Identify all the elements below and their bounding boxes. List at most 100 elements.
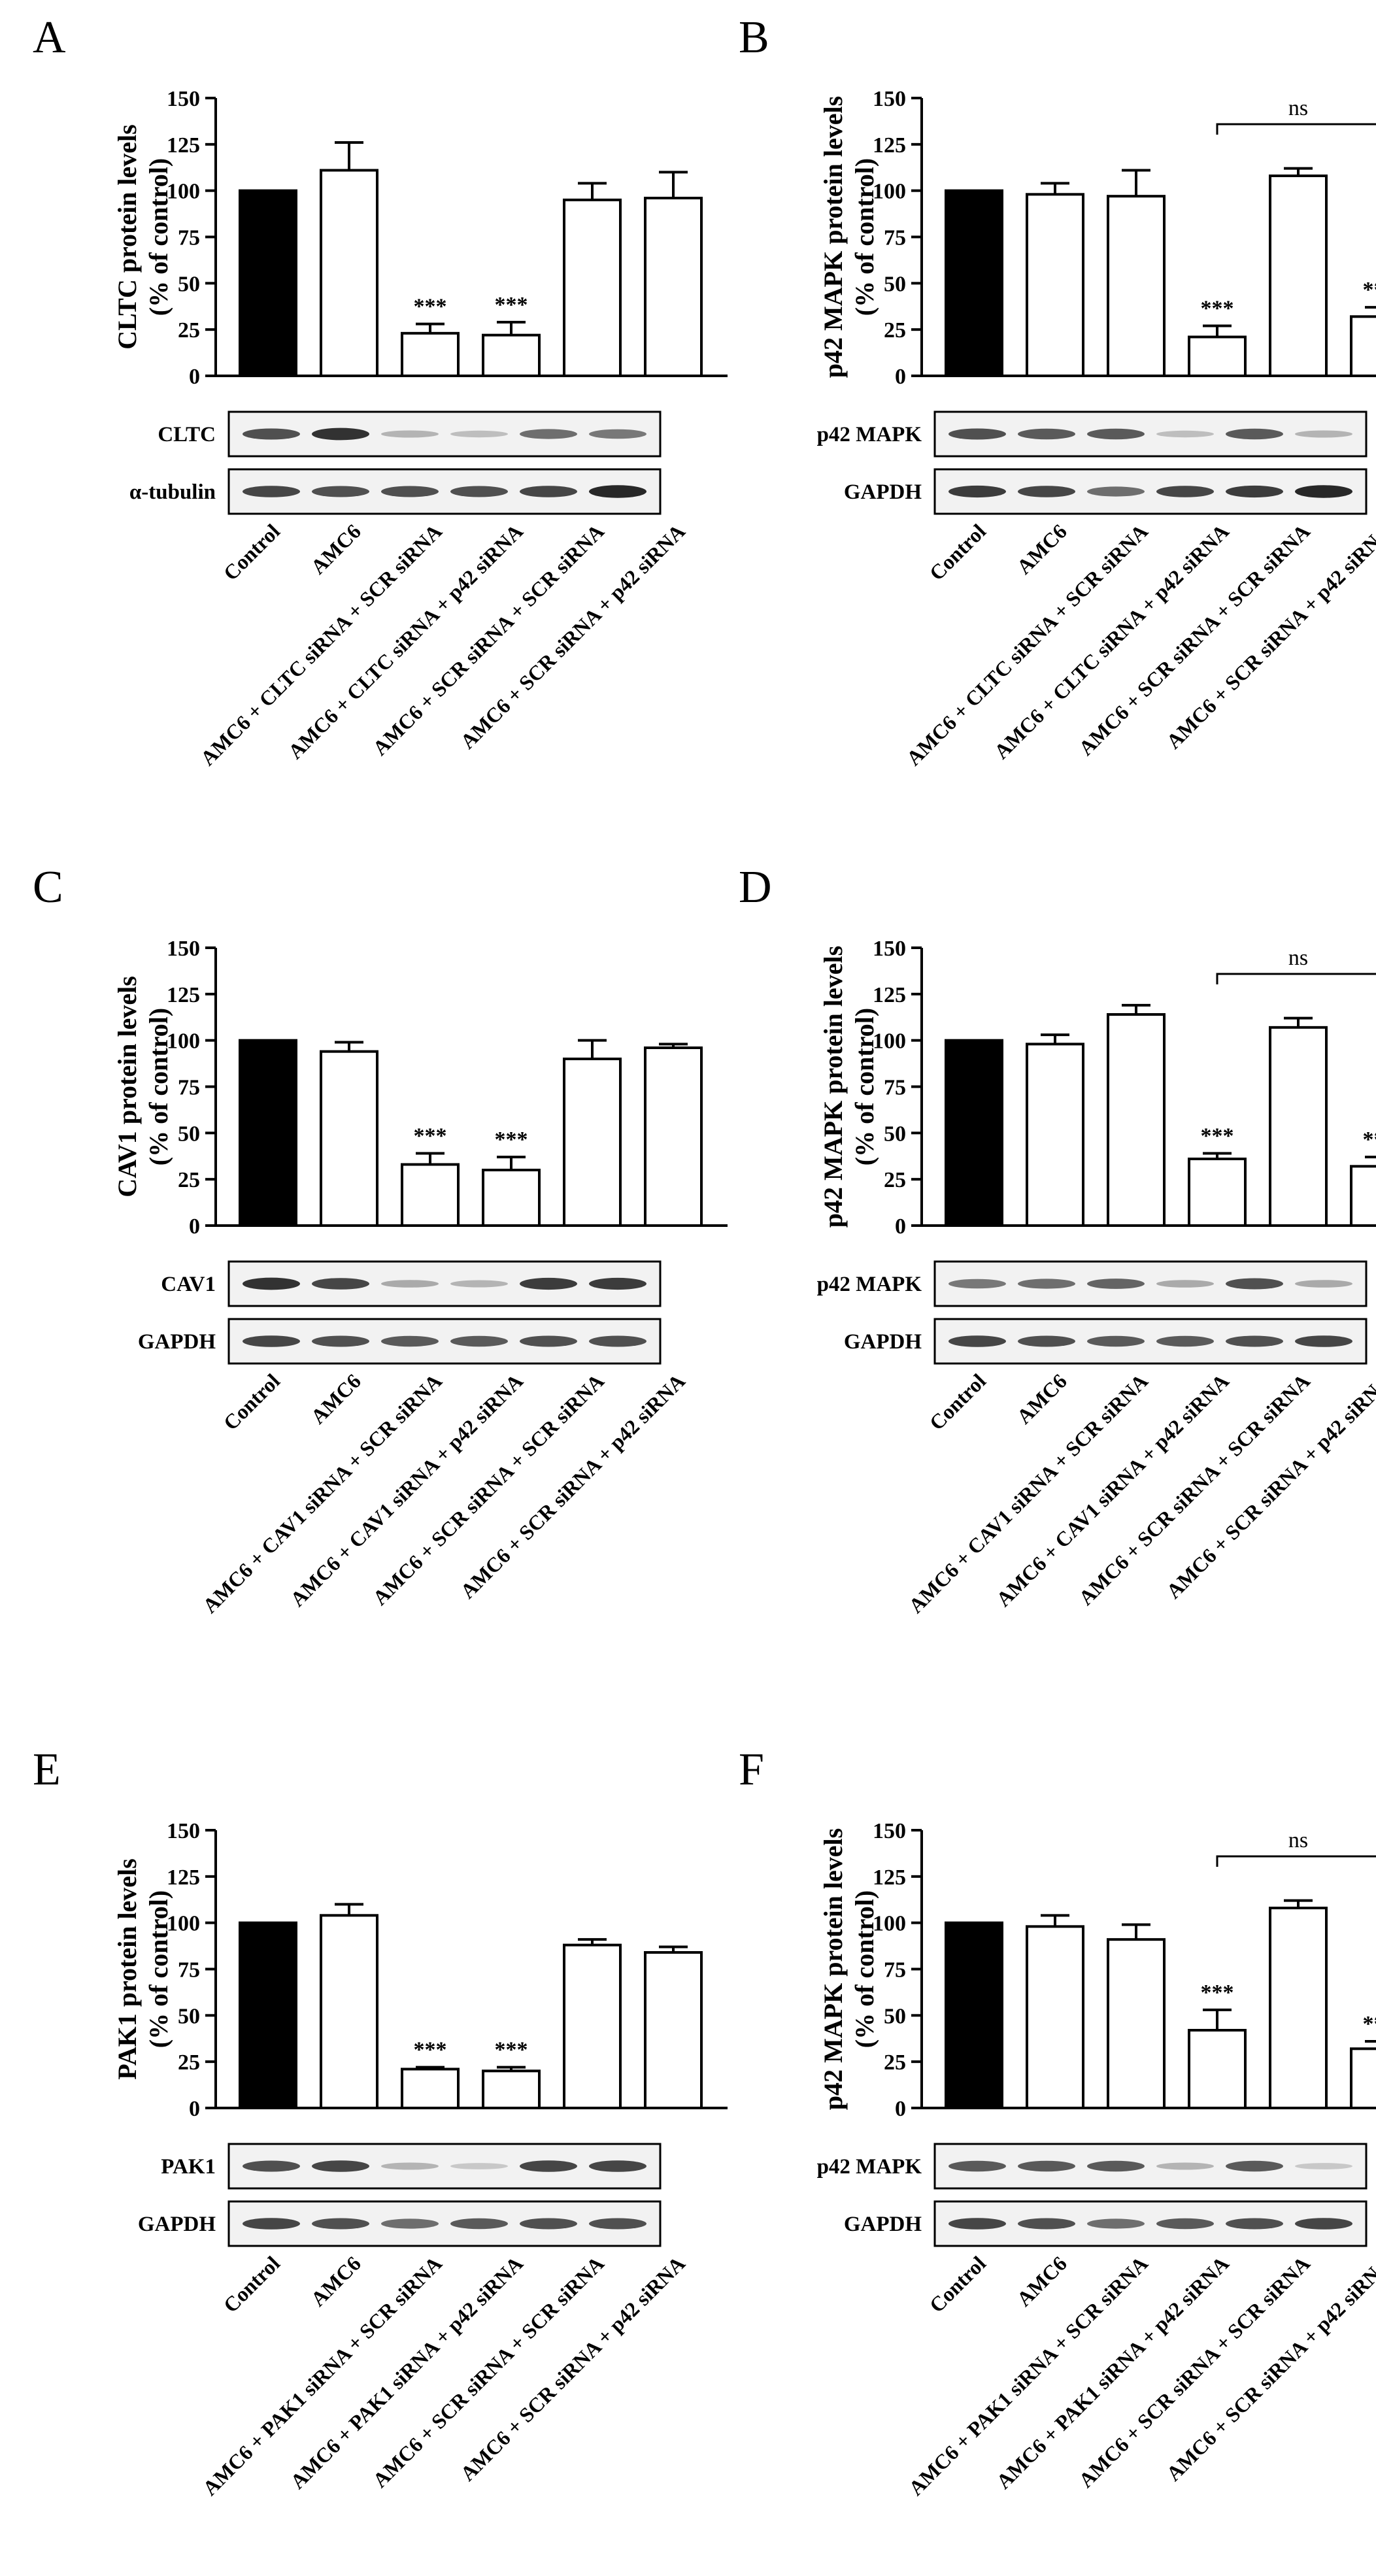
bar <box>1188 2029 1247 2109</box>
y-axis-title: CLTC protein levels <box>112 124 142 349</box>
blot-band <box>381 1280 439 1288</box>
blot-band <box>450 1335 508 1347</box>
blot-label: GAPDH <box>138 1330 216 1354</box>
significance-label: *** <box>1201 297 1234 321</box>
blot-band <box>381 430 439 438</box>
y-tick-label: 25 <box>178 1168 200 1192</box>
y-tick-label: 50 <box>178 272 200 296</box>
blot-band <box>243 1277 300 1290</box>
panel-d: D 0 25 50 75 100 125 150 p42 MAPK protein levels… <box>739 862 1376 1618</box>
blot-band <box>520 1335 577 1347</box>
y-tick-label: 0 <box>895 1214 906 1239</box>
blot-label: CAV1 <box>161 1273 216 1296</box>
y-axis-subtitle: (% of control) <box>144 1890 173 2048</box>
bar <box>1269 175 1328 377</box>
x-category-label: Control <box>924 519 990 585</box>
bar <box>320 1050 378 1227</box>
bar <box>1350 2047 1376 2110</box>
blot-band <box>520 429 577 439</box>
panel-letter: C <box>33 862 63 912</box>
blot-band <box>1156 1335 1214 1347</box>
significance-label: *** <box>414 295 447 319</box>
blot-band <box>243 486 300 497</box>
bar <box>945 1039 1003 1227</box>
bar <box>1026 1043 1084 1227</box>
blot-band <box>1018 2218 1075 2230</box>
y-tick-label: 150 <box>873 87 906 111</box>
blot-band <box>1226 1335 1283 1347</box>
y-tick-label: 25 <box>884 2050 906 2075</box>
blot-frame <box>933 2143 1368 2190</box>
blot-band <box>312 1278 369 1290</box>
blot-band <box>1226 2218 1283 2230</box>
bar <box>1107 1938 1166 2109</box>
y-axis-title: PAK1 protein levels <box>112 1858 142 2079</box>
blot-band <box>1295 430 1352 438</box>
blot-band <box>589 2218 646 2230</box>
y-tick-label: 75 <box>178 226 200 250</box>
blot-band <box>948 428 1006 440</box>
blot-frame <box>933 468 1368 515</box>
ns-label: ns <box>1288 96 1308 120</box>
blot-band <box>1087 2218 1145 2229</box>
panel-f: F 0 25 50 75 100 125 150 p42 MAPK protein levels… <box>739 1745 1376 2500</box>
blot-label: α-tubulin <box>129 480 216 504</box>
significance-label: *** <box>414 2038 447 2062</box>
bar <box>945 189 1003 377</box>
y-axis-subtitle: (% of control) <box>850 158 879 316</box>
bar <box>320 1914 378 2109</box>
y-tick-label: 100 <box>873 1912 906 1936</box>
bar <box>644 1951 703 2109</box>
y-tick-label: 50 <box>884 2004 906 2028</box>
y-tick-label: 0 <box>895 2097 906 2121</box>
blot-band <box>381 2218 439 2229</box>
ns-bracket <box>1216 123 1376 135</box>
blot-frame <box>227 468 662 515</box>
significance-label: *** <box>1363 2012 1376 2036</box>
blot-band <box>312 2218 369 2230</box>
bar <box>239 189 297 377</box>
bar <box>239 1039 297 1227</box>
bar <box>482 333 541 378</box>
ns-bracket <box>1216 1855 1376 1867</box>
blot-band <box>1087 486 1145 497</box>
significance-label: *** <box>414 1124 447 1148</box>
blot-band <box>450 1280 508 1288</box>
blot-label: p42 MAPK <box>817 423 922 446</box>
blot-band <box>520 486 577 497</box>
blot-frame <box>933 2200 1368 2247</box>
y-tick-label: 100 <box>167 1029 200 1054</box>
bar <box>320 169 378 377</box>
y-tick-label: 125 <box>167 133 200 158</box>
x-category-label: AMC6 <box>306 1369 365 1428</box>
y-tick-label: 50 <box>178 2004 200 2028</box>
blot-band <box>1087 428 1145 440</box>
blot-frame <box>933 410 1368 458</box>
blot-band <box>520 1277 577 1290</box>
blot-band <box>1018 1335 1075 1347</box>
blot-band <box>1018 1279 1075 1289</box>
y-tick-label: 100 <box>873 1029 906 1054</box>
blot-band <box>948 2218 1006 2230</box>
panel-a: A 0 25 50 75 100 125 150 CLTC protein levels (% o… <box>33 12 728 770</box>
y-tick-label: 0 <box>189 365 200 389</box>
y-tick-label: 125 <box>873 983 906 1007</box>
bar <box>239 1921 297 2109</box>
y-axis-subtitle: (% of control) <box>850 1890 879 2048</box>
blot-frame <box>227 1260 662 1307</box>
blot-band <box>381 2162 439 2170</box>
blot-band <box>589 485 646 498</box>
blot-band <box>450 2218 508 2230</box>
blot-band <box>1156 430 1214 438</box>
significance-label: *** <box>495 2038 528 2062</box>
y-tick-label: 100 <box>873 180 906 204</box>
blot-band <box>520 2160 577 2172</box>
blot-label: CLTC <box>158 423 216 446</box>
y-tick-label: 25 <box>178 2050 200 2075</box>
x-category-label: AMC6 <box>1012 2251 1071 2311</box>
blot-label: GAPDH <box>844 1330 922 1354</box>
x-category-label: Control <box>924 2251 990 2317</box>
blot-band <box>1295 485 1352 498</box>
bar <box>401 331 460 378</box>
blot-frame <box>933 1260 1368 1307</box>
